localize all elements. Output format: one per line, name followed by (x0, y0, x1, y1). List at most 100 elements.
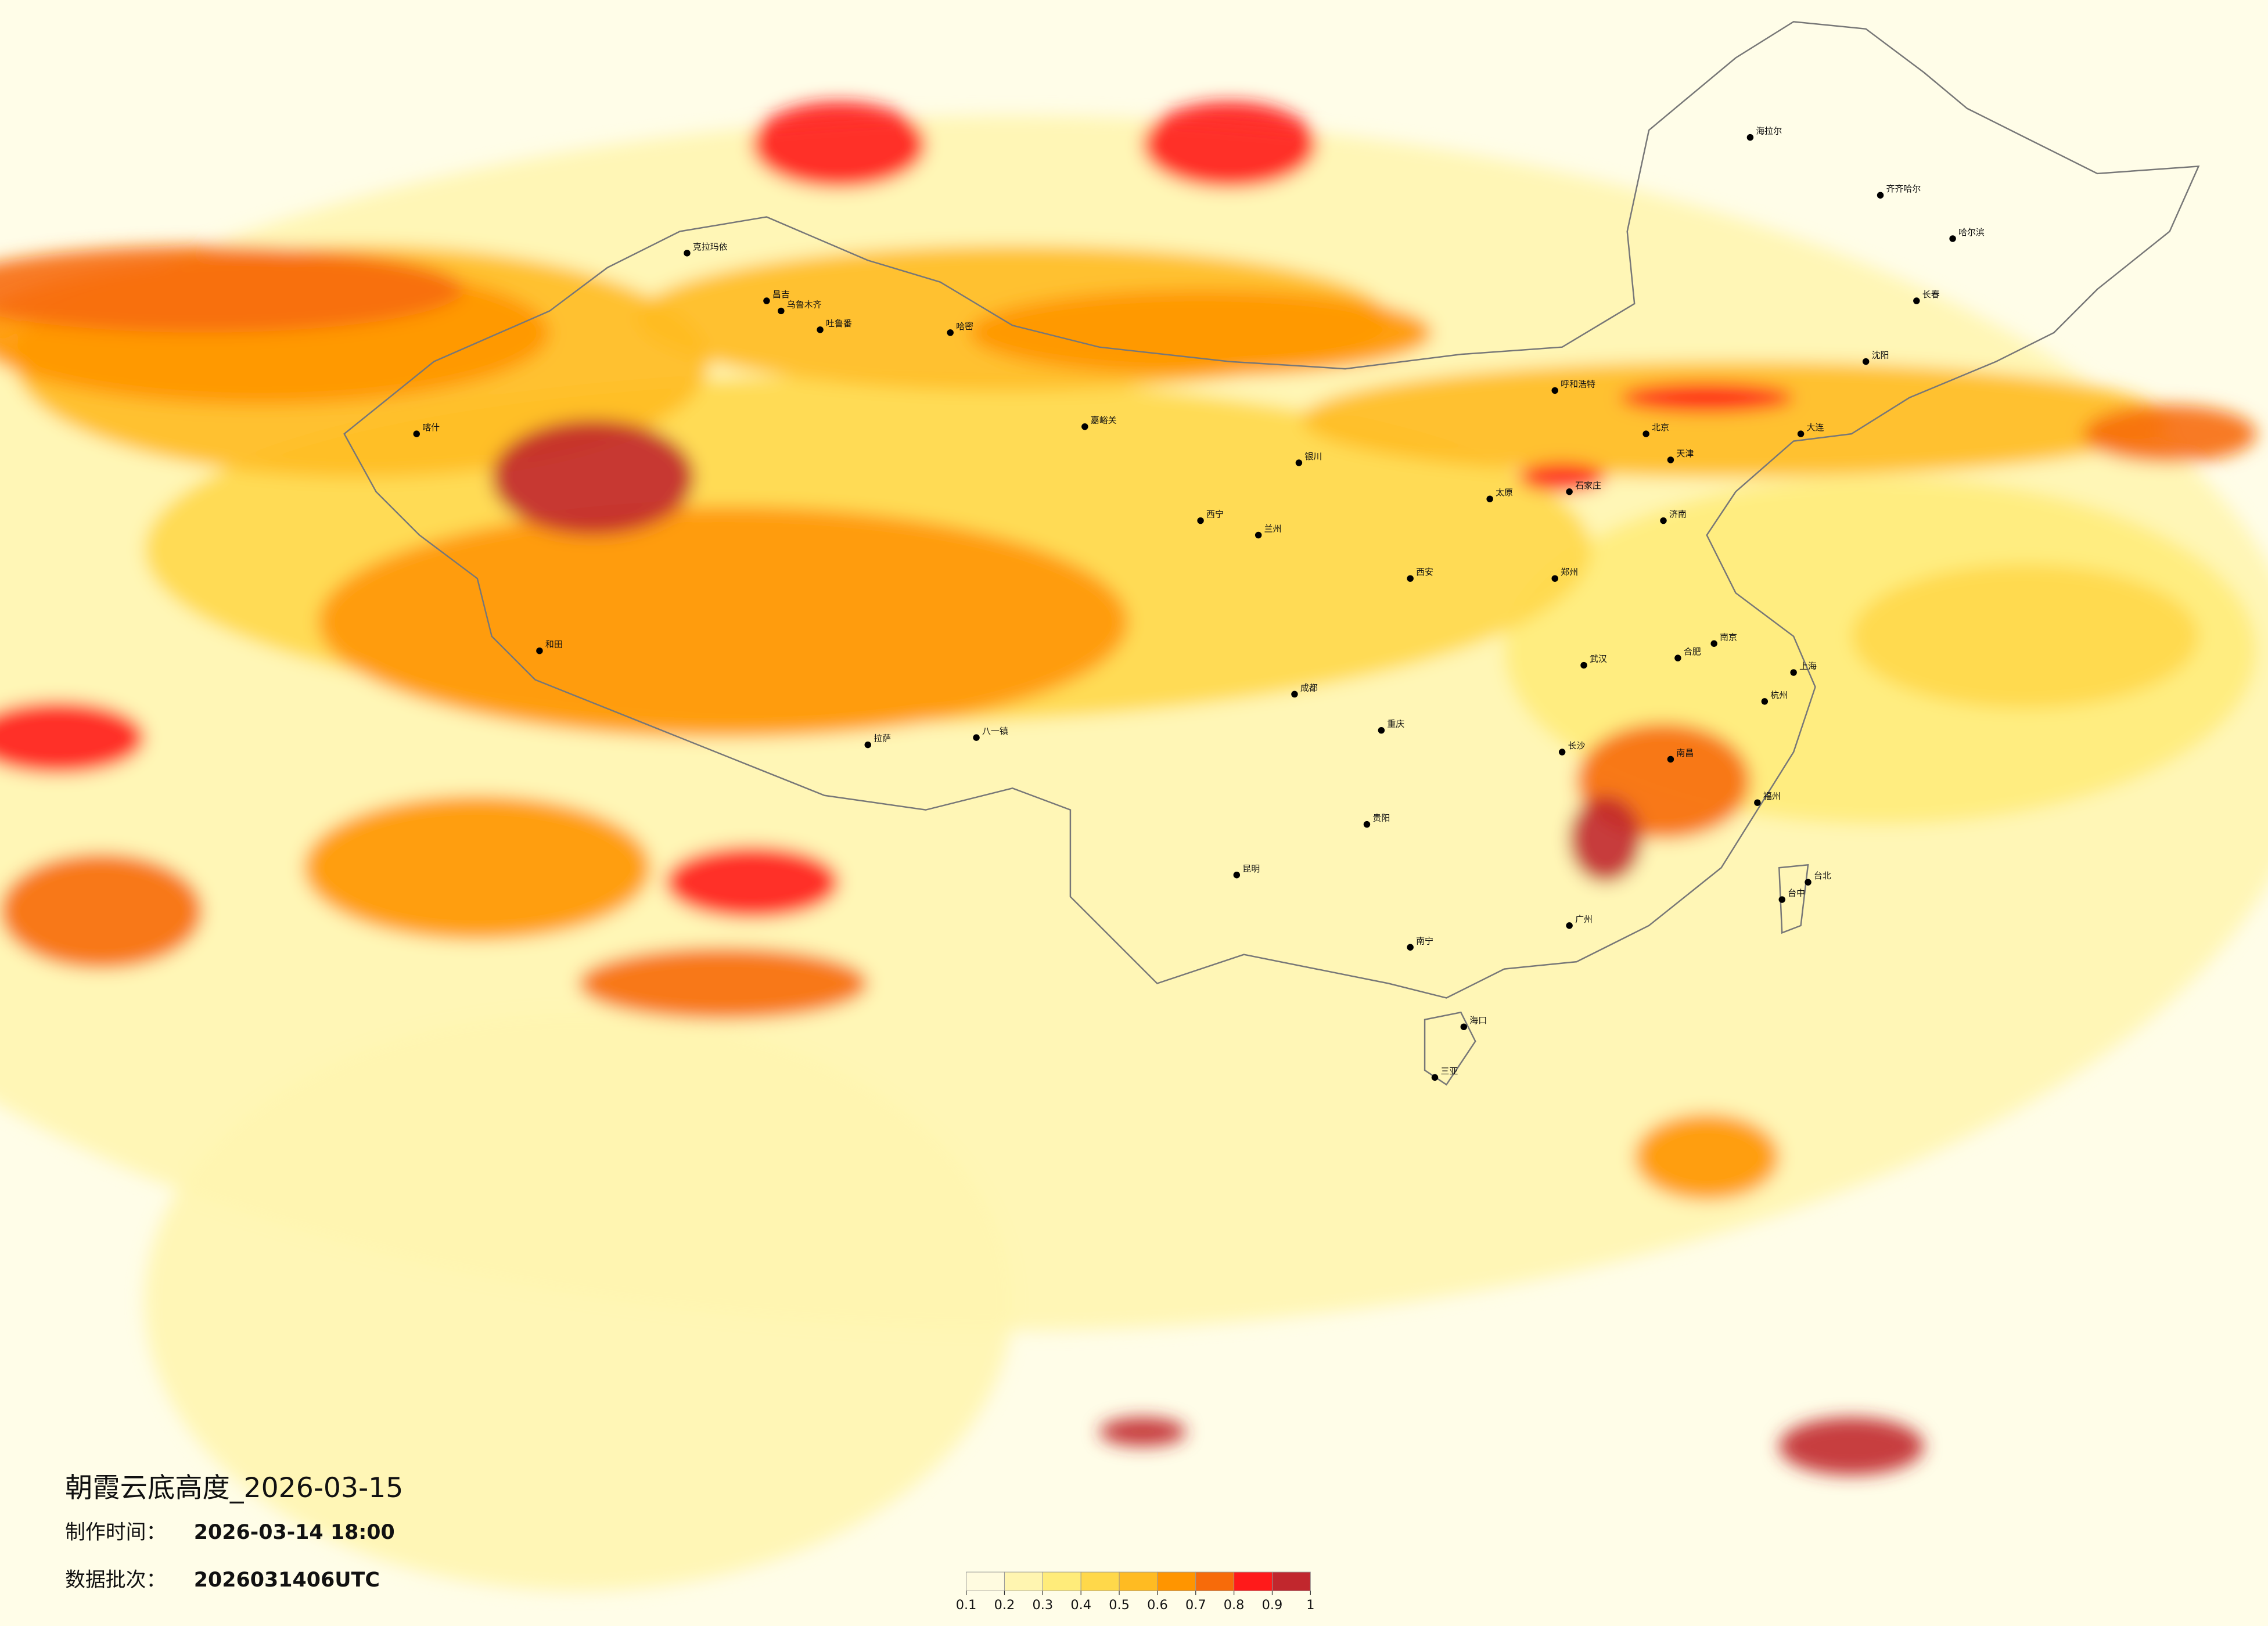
city-label: 昌吉 (772, 289, 790, 300)
colorbar-swatch (1042, 1571, 1081, 1591)
cloud-patch (1142, 101, 1317, 188)
city-label: 海口 (1469, 1015, 1487, 1026)
cloud-patch (0, 246, 463, 333)
city-label: 台北 (1814, 870, 1831, 881)
colorbar-swatch (1234, 1571, 1273, 1591)
city-dot (1558, 749, 1566, 756)
city-label: 银川 (1304, 451, 1322, 462)
colorbar-swatch (1195, 1571, 1235, 1591)
city-dot (1255, 531, 1262, 539)
city-dot (1566, 922, 1573, 929)
city-label: 沈阳 (1872, 350, 1889, 361)
city-dot (864, 741, 871, 749)
city-dot (1674, 654, 1681, 661)
city-label: 吐鲁番 (826, 318, 852, 329)
city-dot (1754, 799, 1761, 806)
city-label: 太原 (1496, 487, 1513, 498)
city-dot (817, 326, 824, 333)
batch-label: 数据批次： (65, 1569, 166, 1592)
city-label: 合肥 (1684, 646, 1701, 657)
city-label: 西安 (1416, 567, 1433, 577)
city-dot (778, 307, 785, 315)
city-label: 福州 (1763, 791, 1781, 801)
city-dot (684, 250, 691, 257)
city-label: 西宁 (1206, 509, 1224, 520)
city-label: 长沙 (1568, 740, 1586, 751)
colorbar: 0.1 0.2 0.3 0.4 0.5 0.6 0.7 0.8 0.9 1 (956, 1571, 1314, 1613)
city-dot (1407, 575, 1414, 582)
city-dot (1642, 430, 1649, 437)
city-label: 南宁 (1416, 936, 1433, 946)
city-dot (413, 430, 420, 437)
city-dot (1877, 192, 1884, 199)
city-dot (1778, 896, 1785, 903)
city-label: 重庆 (1387, 719, 1404, 729)
city-dot (1660, 517, 1667, 524)
cloud-patch (665, 846, 839, 919)
colorbar-tick-label: 0.6 (1147, 1598, 1168, 1613)
city-dot (1197, 517, 1204, 524)
city-label: 嘉峪关 (1091, 415, 1117, 426)
city-dot (1363, 821, 1371, 828)
city-label: 广州 (1575, 914, 1593, 924)
city-label: 南京 (1720, 632, 1737, 642)
made-time: 2026-03-14 18:00 (194, 1521, 395, 1544)
city-label: 拉萨 (874, 733, 891, 744)
cloud-patch (1569, 795, 1642, 883)
city-dot (1566, 488, 1573, 495)
city-dot (1580, 661, 1587, 669)
city-label: 大连 (1807, 422, 1824, 433)
colorbar-swatch (1271, 1571, 1311, 1591)
city-label: 三亚 (1440, 1066, 1458, 1076)
city-dot (1460, 1023, 1468, 1030)
city-label: 台中 (1788, 888, 1805, 898)
city-dot (1667, 456, 1674, 463)
city-dot (1378, 726, 1385, 734)
colorbar-tick-label: 0.3 (1033, 1598, 1054, 1613)
city-label: 哈尔滨 (1958, 227, 1985, 238)
city-label: 海拉尔 (1756, 126, 1782, 136)
colorbar-tick-label: 0.5 (1109, 1598, 1130, 1613)
city-dot (1862, 358, 1870, 365)
city-label: 乌鲁木齐 (787, 299, 822, 310)
city-label: 杭州 (1770, 690, 1788, 700)
city-dot (1551, 387, 1558, 394)
city-dot (1761, 698, 1769, 705)
city-label: 克拉玛依 (693, 242, 728, 252)
city-dot (536, 647, 543, 654)
city-dot (1790, 669, 1797, 676)
city-label: 长春 (1922, 289, 1940, 300)
cloud-patch (318, 506, 1128, 738)
city-dot (1913, 297, 1920, 304)
colorbar-swatch (1157, 1571, 1196, 1591)
made-label: 制作时间： (65, 1521, 166, 1544)
colorbar-swatch (1004, 1571, 1043, 1591)
colorbar-tick-label: 0.2 (994, 1598, 1015, 1613)
city-label: 武汉 (1590, 654, 1607, 664)
cloud-patch (969, 289, 1432, 376)
city-label: 北京 (1652, 422, 1669, 433)
colorbar-swatch (1119, 1571, 1158, 1591)
city-label: 南昌 (1676, 748, 1694, 758)
cloud-patch (1518, 462, 1606, 492)
city-label: 济南 (1669, 509, 1687, 520)
colorbar-tick-label: 0.9 (1262, 1598, 1283, 1613)
colorbar-swatch (966, 1571, 1005, 1591)
city-label: 呼和浩特 (1561, 379, 1595, 389)
city-label: 齐齐哈尔 (1886, 184, 1921, 194)
city-dot (1295, 459, 1303, 466)
city-label: 成都 (1300, 682, 1318, 693)
cloud-patch (303, 795, 651, 940)
city-dot (763, 297, 770, 304)
cloud-patch (0, 701, 145, 774)
cloud-patch (1851, 564, 2199, 709)
colorbar-tick-label: 0.4 (1070, 1598, 1091, 1613)
city-label: 郑州 (1561, 567, 1578, 577)
city-label: 石家庄 (1575, 480, 1601, 491)
city-label: 喀什 (422, 422, 440, 433)
cloud-patch (0, 853, 203, 969)
cloud-patch (1634, 1113, 1780, 1201)
cloud-patch (491, 419, 695, 535)
